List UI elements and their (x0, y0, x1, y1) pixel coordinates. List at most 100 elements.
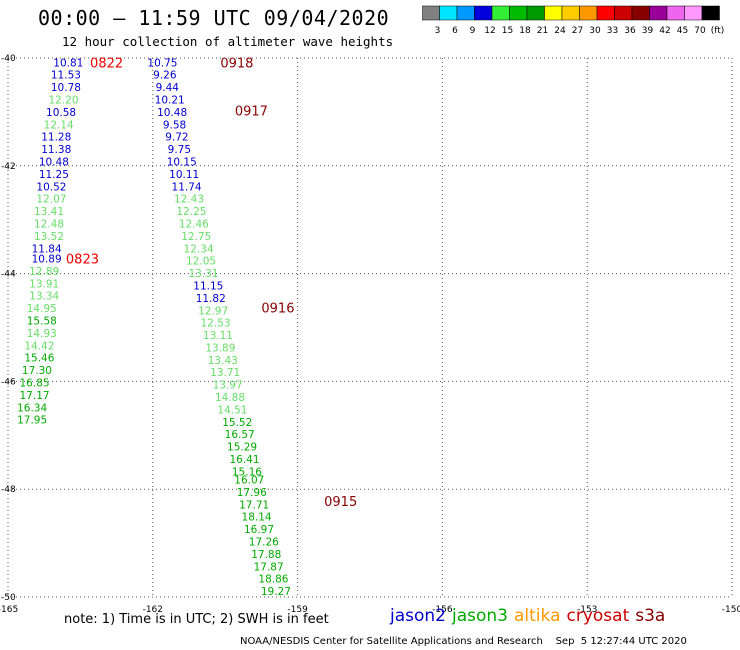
wave-height-label: 14.95 (27, 303, 57, 315)
wave-height-label: 12.07 (36, 194, 66, 206)
track-time-label: 0822 (90, 56, 123, 71)
wave-height-label: 10.58 (46, 107, 76, 119)
wave-height-label: 10.89 (32, 254, 62, 266)
track-time-label: 0917 (235, 104, 268, 119)
wave-height-label: 15.46 (24, 353, 54, 365)
wave-height-label: 13.11 (203, 330, 233, 342)
colorbar: 3 6 9 12 15 18 21 24 27 30 33 36 39 42 45 70 (ft) (422, 5, 725, 36)
wave-height-label: 10.48 (157, 107, 187, 119)
colorbar-label: 42 (659, 26, 670, 36)
colorbar-label: 36 (624, 26, 636, 36)
wave-height-label: 9.72 (165, 132, 188, 144)
wave-height-label: 12.14 (44, 119, 74, 131)
colorbar-label: 12 (484, 26, 495, 36)
wave-height-label: 10.78 (51, 82, 81, 94)
y-tick-label: -50 (1, 593, 16, 603)
colorbar-label: 21 (537, 26, 548, 36)
wave-height-label: 9.58 (163, 119, 186, 131)
wave-height-label: 15.29 (227, 442, 257, 454)
chart-subtitle: 12 hour collection of altimeter wave hei… (62, 34, 394, 49)
legend-item-s3a: s3a (635, 606, 666, 626)
wave-height-label: 16.34 (17, 402, 47, 414)
y-tick-label: -48 (1, 485, 16, 495)
wave-height-label: 10.15 (167, 156, 197, 168)
wave-height-label: 14.88 (215, 392, 245, 404)
wave-height-label: 10.52 (36, 181, 66, 193)
wave-height-label: 17.17 (20, 390, 50, 402)
wave-height-label: 13.34 (29, 291, 59, 303)
colorbar-label: 6 (452, 26, 458, 36)
wave-height-label: 12.48 (34, 218, 64, 230)
track-time-label: 0916 (261, 302, 294, 317)
colorbar-swatch (701, 5, 720, 21)
legend: jason2 jason3 altika cryosat s3a (390, 606, 671, 626)
wave-height-label: 17.71 (239, 499, 269, 511)
wave-height-label: 19.27 (261, 586, 291, 598)
wave-height-label: 16.97 (244, 524, 274, 536)
track-time-label: 0915 (324, 495, 357, 510)
colorbar-label: 3 (435, 26, 441, 36)
colorbar-label: 27 (572, 26, 583, 36)
wave-height-label: 9.44 (156, 82, 180, 94)
wave-height-label: 11.74 (172, 181, 202, 193)
track-time-label: 0823 (66, 253, 99, 268)
wave-height-label: 11.82 (196, 293, 226, 305)
wave-height-label: 13.71 (210, 367, 240, 379)
footnote: note: 1) Time is in UTC; 2) SWH is in fe… (64, 612, 329, 627)
colorbar-label: 45 (677, 26, 688, 36)
wave-height-label: 13.97 (213, 380, 243, 392)
credit-line: NOAA/NESDIS Center for Satellite Applica… (240, 636, 687, 647)
wave-height-label: 12.05 (186, 256, 216, 268)
colorbar-label: (ft) (711, 26, 725, 36)
wave-height-label: 13.43 (208, 355, 238, 367)
legend-item-jason3: jason3 (452, 606, 508, 626)
colorbar-label: 18 (519, 26, 531, 36)
wave-height-label: 17.87 (254, 561, 284, 573)
wave-height-label: 13.89 (205, 342, 235, 354)
wave-height-label: 17.95 (17, 415, 47, 427)
colorbar-label: 39 (642, 26, 654, 36)
wave-height-label: 15.52 (222, 417, 252, 429)
x-tick-label: -156 (432, 605, 453, 615)
wave-height-label: 12.25 (176, 206, 206, 218)
wave-height-label: 11.25 (39, 169, 69, 181)
wave-height-label: 12.43 (174, 194, 204, 206)
wave-height-label: 11.53 (51, 70, 81, 82)
wave-height-label: 13.31 (188, 268, 218, 280)
wave-height-label: 17.96 (237, 487, 267, 499)
wave-height-label: 14.51 (217, 404, 247, 416)
wave-height-label: 15.16 (232, 466, 262, 478)
track-time-label: 0918 (220, 56, 253, 71)
y-tick-label: -42 (1, 162, 16, 172)
wave-height-label: 12.89 (29, 266, 59, 278)
wave-height-label: 14.42 (24, 340, 54, 352)
colorbar-label: 9 (470, 26, 476, 36)
colorbar-label: 15 (502, 26, 513, 36)
wave-height-label: 13.91 (29, 278, 59, 290)
wave-height-label: 12.75 (181, 231, 211, 243)
wave-height-label: 18.14 (242, 512, 272, 524)
colorbar-label: 24 (554, 26, 566, 36)
wave-height-label: 9.26 (153, 70, 177, 82)
wave-height-label: 11.84 (32, 243, 62, 255)
wave-height-label: 12.97 (198, 305, 228, 317)
wave-height-label: 13.52 (34, 231, 64, 243)
colorbar-label: 30 (589, 26, 601, 36)
wave-height-label: 18.86 (258, 574, 288, 586)
colorbar-label: 33 (607, 26, 618, 36)
wave-height-label: 11.15 (193, 280, 223, 292)
wave-height-label: 11.38 (41, 144, 71, 156)
x-tick-label: -162 (143, 605, 163, 615)
wave-height-label: 12.20 (48, 95, 78, 107)
wave-height-label: 10.11 (169, 169, 199, 181)
wave-height-label: 16.07 (234, 474, 264, 486)
wave-height-label: 16.85 (20, 377, 50, 389)
wave-height-label: 17.26 (249, 536, 279, 548)
wave-height-label: 11.28 (41, 132, 71, 144)
wave-height-label: 10.21 (155, 95, 185, 107)
x-tick-label: -159 (287, 605, 308, 615)
wave-height-label: 12.34 (184, 243, 214, 255)
wave-height-label: 10.81 (53, 57, 83, 69)
x-tick-label: -150 (722, 605, 740, 615)
